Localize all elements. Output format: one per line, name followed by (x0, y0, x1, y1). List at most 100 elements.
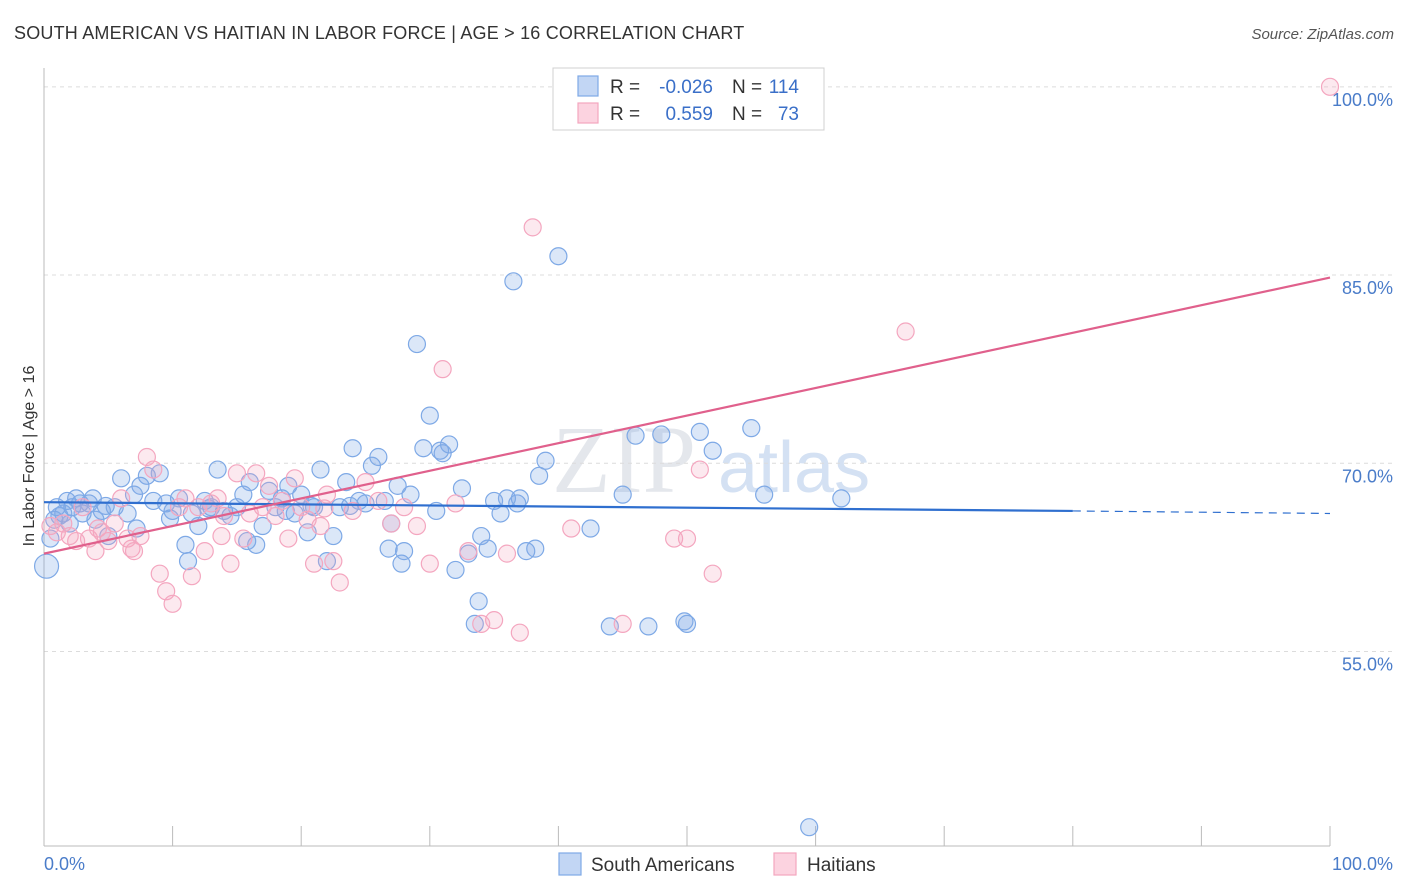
south-americans-point (253, 516, 272, 536)
south-americans-point (369, 447, 388, 467)
y-tick-label: 55.0% (1342, 655, 1393, 675)
haitians-point (144, 460, 163, 479)
haitians-point (195, 542, 214, 561)
bottom-legend-label-south-americans: South Americans (591, 855, 735, 876)
south-americans-point (526, 539, 545, 558)
watermark-zip: ZIP (552, 406, 696, 513)
south-americans-point (677, 614, 697, 633)
bottom-legend-label-haitians: Haitians (807, 855, 876, 876)
south-americans-trend-line (43, 501, 1073, 513)
y-tick-labels: 100.0% 85.0% 70.0% 55.0% (1332, 90, 1393, 675)
haitians-point (279, 529, 298, 548)
south-americans-point (491, 504, 510, 523)
south-americans-point (530, 466, 549, 485)
haitians-point (163, 594, 182, 613)
south-americans-point (392, 554, 411, 573)
south-americans-point (469, 592, 488, 611)
x-tick-label: 100.0% (1332, 854, 1393, 874)
haitians-point (212, 526, 231, 546)
south-americans-point (420, 406, 439, 425)
haitians-trend-line (43, 276, 1331, 555)
south-americans-point (439, 435, 459, 454)
haitians-point (304, 554, 324, 573)
legend-n-value: 73 (778, 104, 799, 125)
haitians-point (324, 552, 343, 571)
haitians-point (182, 567, 201, 586)
chart-title: SOUTH AMERICAN VS HAITIAN IN LABOR FORCE… (14, 23, 744, 43)
south-americans-point (742, 419, 761, 438)
bottom-legend-swatch-haitians (773, 852, 797, 876)
south-americans-point (311, 460, 330, 479)
haitians-point (311, 516, 330, 536)
south-americans-point (832, 489, 851, 508)
south-americans-point (343, 439, 362, 458)
south-americans-points (33, 247, 851, 837)
south-americans-point (755, 485, 774, 504)
y-tick-label: 85.0% (1342, 278, 1393, 298)
gridlines (44, 86, 1394, 652)
south-americans-trend-extension (1072, 510, 1331, 515)
legend-swatch-haitians (577, 102, 599, 124)
south-americans-point (675, 612, 694, 631)
south-americans-point (703, 441, 722, 460)
legend-n-label: N = (732, 104, 762, 125)
haitians-point (523, 218, 542, 237)
south-americans-point (96, 496, 115, 516)
legend-swatch-south-americans (577, 75, 599, 97)
south-americans-point (414, 439, 433, 458)
haitians-point (259, 476, 279, 495)
south-americans-point (690, 422, 709, 442)
south-americans-point (407, 334, 427, 354)
haitians-point (266, 506, 285, 526)
haitians-point (433, 360, 452, 379)
south-americans-point (324, 526, 343, 546)
south-americans-point (508, 494, 527, 513)
south-americans-point (279, 476, 298, 495)
haitians-point (665, 529, 684, 548)
haitians-point (562, 519, 581, 538)
haitians-point (394, 498, 414, 517)
south-americans-point (639, 617, 658, 636)
south-americans-point (118, 504, 137, 523)
haitians-point (112, 489, 131, 508)
y-tick-label: 100.0% (1332, 90, 1393, 110)
haitians-point (105, 514, 124, 533)
south-americans-point (178, 552, 198, 571)
south-americans-point (446, 560, 465, 580)
south-americans-point (626, 426, 645, 445)
south-americans-point (465, 614, 484, 633)
haitians-point (446, 494, 465, 513)
south-americans-point (112, 469, 131, 488)
south-americans-point (581, 519, 600, 538)
south-americans-point (131, 476, 150, 495)
legend-r-label: R = (610, 104, 640, 125)
haitians-point (247, 464, 266, 483)
watermark: ZIP atlas (552, 406, 870, 513)
haitians-point (510, 623, 529, 642)
south-americans-point (549, 247, 568, 266)
haitians-point (677, 529, 697, 548)
legend-r-value: 0.559 (665, 104, 713, 125)
south-americans-point (652, 425, 671, 444)
haitians-point (150, 564, 169, 583)
haitians-point (330, 573, 349, 592)
x-tick-label: 0.0% (44, 854, 85, 874)
south-americans-point (337, 472, 356, 492)
haitians-point (369, 491, 388, 511)
south-americans-point (33, 553, 60, 579)
haitians-point (356, 472, 375, 492)
haitians-point (690, 460, 709, 479)
haitians-point (227, 464, 246, 483)
y-tick-label: 70.0% (1342, 466, 1393, 486)
haitians-point (485, 611, 504, 630)
trend-lines (43, 276, 1331, 555)
south-americans-point (430, 441, 450, 460)
haitians-point (221, 554, 240, 573)
south-americans-point (504, 272, 523, 291)
chart-source: Source: ZipAtlas.com (1251, 26, 1394, 43)
haitians-point (420, 554, 439, 573)
south-americans-point (208, 460, 227, 479)
bottom-legend: South Americans Haitians (558, 852, 876, 876)
south-americans-point (379, 539, 398, 558)
